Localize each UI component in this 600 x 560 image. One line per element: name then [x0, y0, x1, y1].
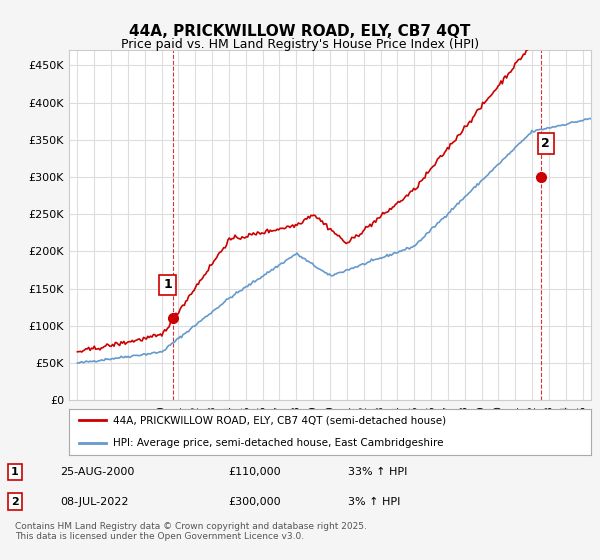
Text: Price paid vs. HM Land Registry's House Price Index (HPI): Price paid vs. HM Land Registry's House … — [121, 38, 479, 50]
Text: £110,000: £110,000 — [228, 467, 281, 477]
Text: 08-JUL-2022: 08-JUL-2022 — [60, 497, 128, 507]
Text: 2: 2 — [541, 137, 550, 150]
Text: 3% ↑ HPI: 3% ↑ HPI — [348, 497, 400, 507]
Text: 1: 1 — [11, 467, 19, 477]
Text: Contains HM Land Registry data © Crown copyright and database right 2025.
This d: Contains HM Land Registry data © Crown c… — [15, 522, 367, 542]
Text: HPI: Average price, semi-detached house, East Cambridgeshire: HPI: Average price, semi-detached house,… — [113, 438, 444, 448]
Text: 1: 1 — [163, 278, 172, 291]
Text: 44A, PRICKWILLOW ROAD, ELY, CB7 4QT: 44A, PRICKWILLOW ROAD, ELY, CB7 4QT — [130, 24, 470, 39]
Text: 2: 2 — [11, 497, 19, 507]
Text: £300,000: £300,000 — [228, 497, 281, 507]
Text: 25-AUG-2000: 25-AUG-2000 — [60, 467, 134, 477]
Text: 44A, PRICKWILLOW ROAD, ELY, CB7 4QT (semi-detached house): 44A, PRICKWILLOW ROAD, ELY, CB7 4QT (sem… — [113, 416, 446, 425]
Text: 33% ↑ HPI: 33% ↑ HPI — [348, 467, 407, 477]
